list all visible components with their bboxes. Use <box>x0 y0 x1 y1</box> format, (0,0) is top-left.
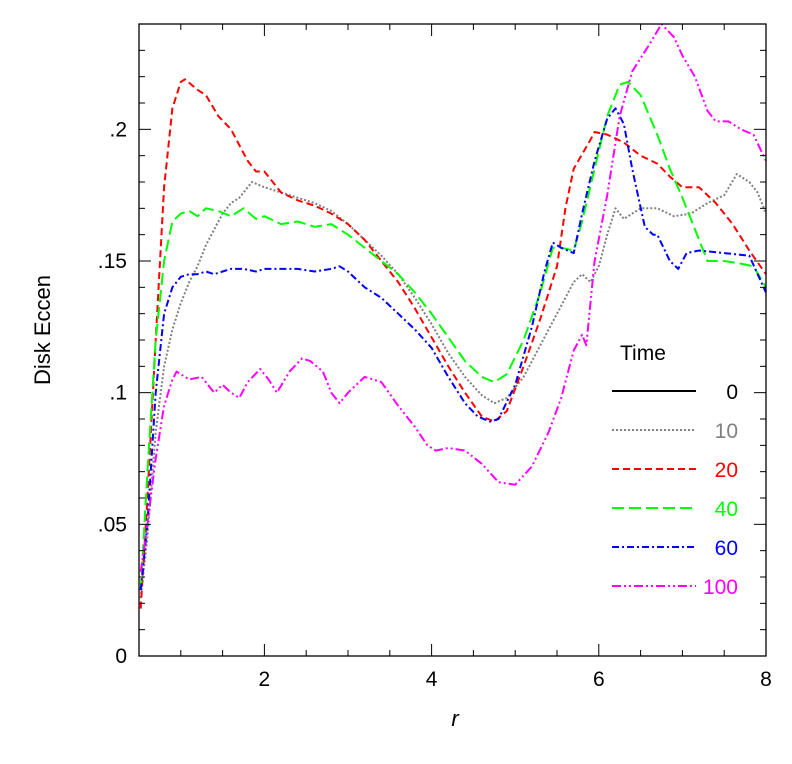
series-line-40 <box>139 80 766 591</box>
legend-title: Time <box>620 342 666 365</box>
legend-label-40: 40 <box>715 498 738 521</box>
legend-label-10: 10 <box>715 420 738 443</box>
series-line-60 <box>139 107 766 591</box>
legend-label-0: 0 <box>726 381 738 404</box>
legend-label-100: 100 <box>703 576 738 599</box>
y-tick-label: .2 <box>109 118 127 141</box>
legend-label-60: 60 <box>715 537 738 560</box>
x-tick-label: 6 <box>593 668 605 691</box>
x-tick-label: 4 <box>426 668 438 691</box>
series-line-20 <box>139 78 766 609</box>
y-tick-label: .05 <box>98 513 127 536</box>
y-tick-label: .15 <box>98 250 127 273</box>
y-tick-label: .1 <box>109 382 127 405</box>
y-tick-label: 0 <box>115 645 127 668</box>
ticks-layer: 2 4 6 8 0 .05 .1 .15 .2 <box>98 23 772 691</box>
series-line-10 <box>139 173 766 599</box>
series-line-100 <box>139 24 766 572</box>
legend-label-20: 20 <box>715 459 738 482</box>
legend: Time 0 10 20 40 60 100 <box>612 342 738 599</box>
x-tick-label: 2 <box>259 668 271 691</box>
series-layer <box>139 24 766 609</box>
x-tick-label: 8 <box>760 668 772 691</box>
x-axis-label: r <box>451 706 460 731</box>
y-axis-label: Disk Eccen <box>30 275 55 385</box>
